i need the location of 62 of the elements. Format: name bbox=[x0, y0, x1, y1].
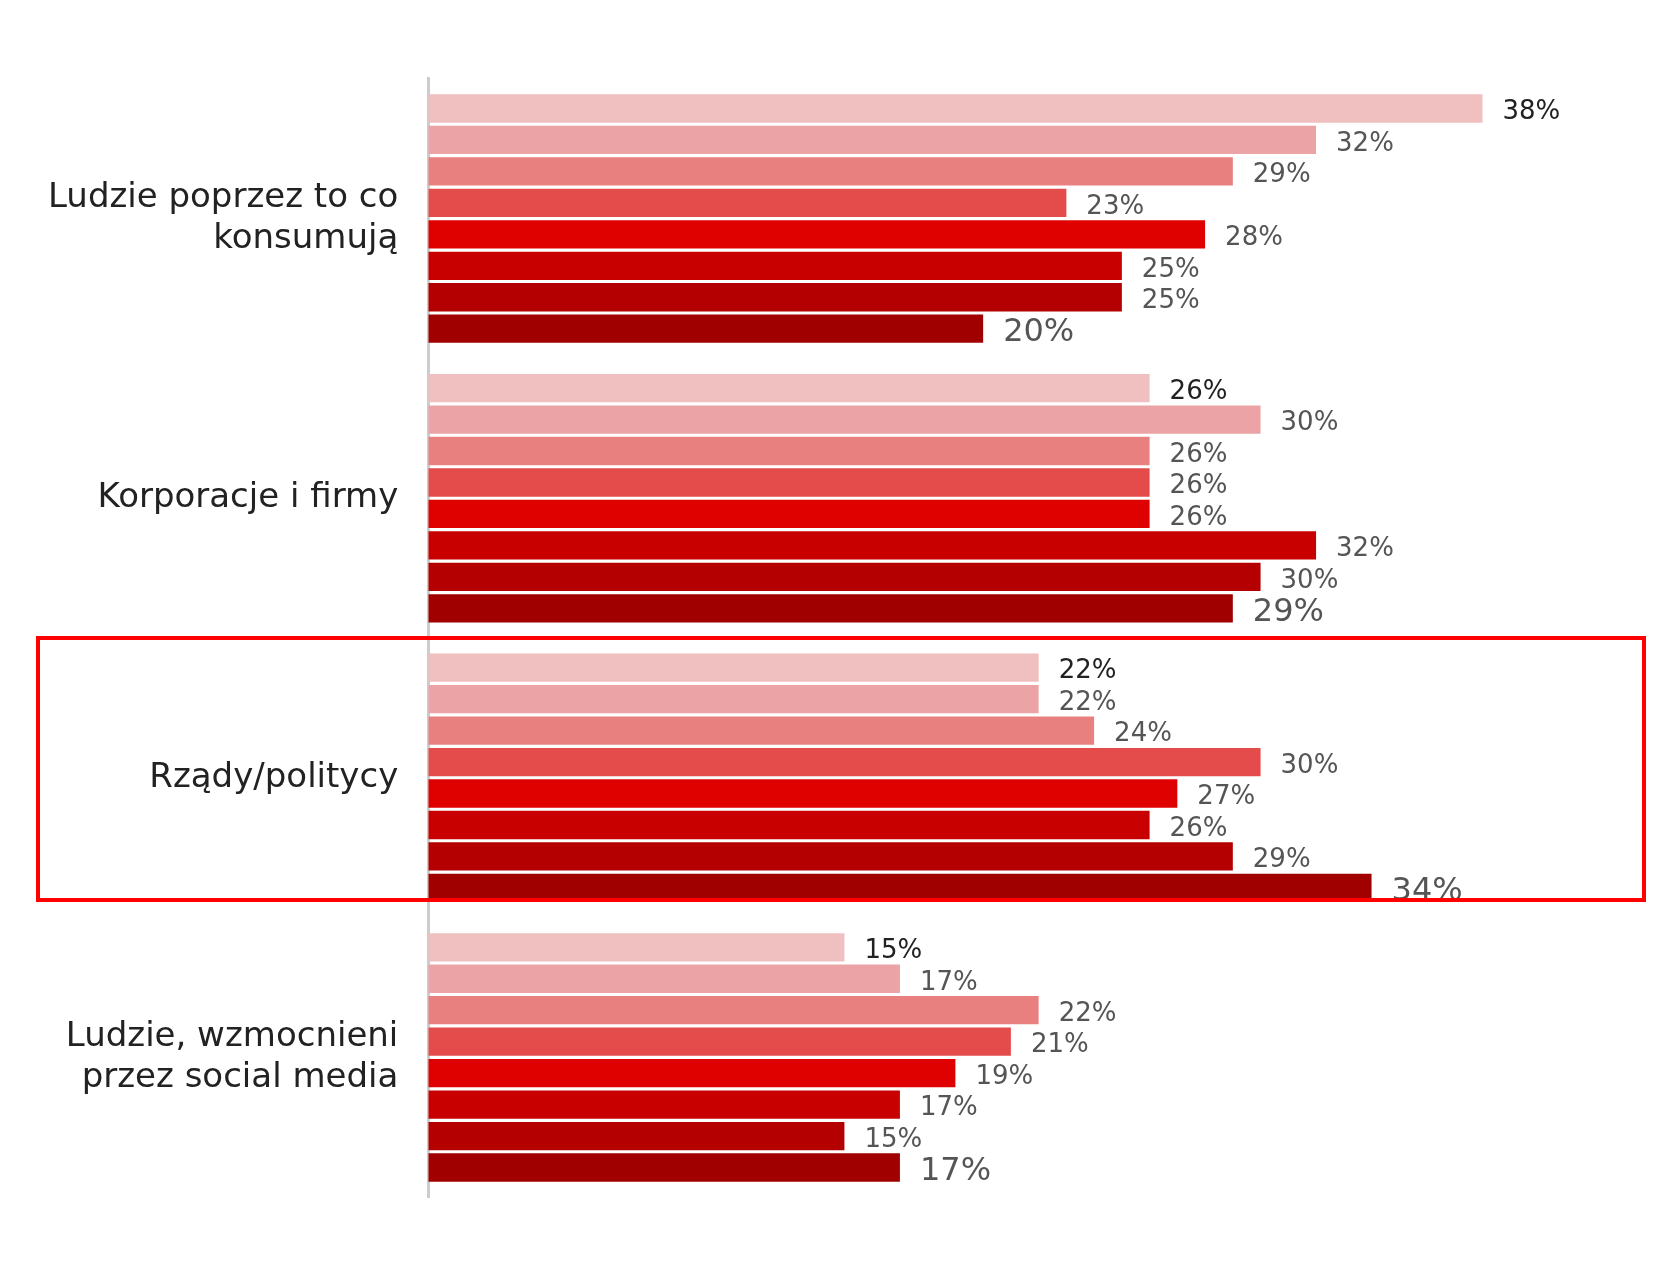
data-label: 21% bbox=[1030, 1028, 1089, 1059]
bar bbox=[428, 842, 1233, 871]
data-label: 30% bbox=[1280, 748, 1339, 779]
bar bbox=[428, 314, 984, 343]
data-label: 26% bbox=[1169, 437, 1228, 468]
data-label: 17% bbox=[919, 1091, 978, 1122]
bar bbox=[428, 188, 1067, 218]
data-label: 26% bbox=[1169, 374, 1228, 405]
bar bbox=[428, 94, 1483, 123]
data-label: 26% bbox=[1169, 811, 1228, 842]
y-tick-label: Ludzie poprzez to co konsumują bbox=[48, 175, 399, 256]
data-label: 26% bbox=[1169, 500, 1228, 531]
bar bbox=[428, 1121, 845, 1151]
bar bbox=[428, 220, 1206, 249]
data-label: 27% bbox=[1197, 780, 1256, 811]
data-label: 22% bbox=[1058, 996, 1117, 1027]
data-label: 20% bbox=[1003, 311, 1075, 350]
bar bbox=[428, 779, 1178, 808]
bar bbox=[428, 996, 1039, 1025]
bar bbox=[428, 251, 1122, 280]
bar bbox=[428, 933, 845, 962]
bar bbox=[428, 468, 1150, 497]
bar bbox=[428, 716, 1095, 745]
bar bbox=[428, 283, 1122, 312]
bar bbox=[428, 1090, 900, 1119]
data-label: 23% bbox=[1086, 189, 1145, 220]
bar bbox=[428, 964, 900, 993]
bar bbox=[428, 405, 1261, 434]
bar bbox=[428, 685, 1039, 714]
data-label: 17% bbox=[919, 965, 978, 996]
data-label: 26% bbox=[1169, 469, 1228, 500]
data-label: 29% bbox=[1252, 843, 1311, 874]
data-label: 25% bbox=[1141, 283, 1200, 314]
bar bbox=[428, 1153, 900, 1182]
bar bbox=[428, 594, 1233, 623]
bar bbox=[428, 747, 1261, 777]
bar bbox=[428, 562, 1261, 591]
bar bbox=[428, 436, 1150, 466]
data-label: 19% bbox=[975, 1059, 1034, 1090]
data-label: 32% bbox=[1336, 126, 1394, 157]
data-label: 28% bbox=[1225, 221, 1283, 252]
data-label: 32% bbox=[1336, 532, 1394, 563]
data-label: 38% bbox=[1502, 95, 1561, 126]
bar bbox=[428, 499, 1150, 529]
bar bbox=[428, 810, 1150, 840]
data-label: 25% bbox=[1141, 252, 1200, 283]
bar bbox=[428, 157, 1233, 186]
data-label: 22% bbox=[1058, 654, 1117, 685]
bar bbox=[428, 373, 1150, 403]
y-tick-label: Ludzie, wzmocnieni przez social media bbox=[65, 1013, 399, 1095]
data-label: 15% bbox=[864, 934, 923, 965]
y-tick-label: Rządy/politycy bbox=[149, 754, 399, 795]
data-label: 22% bbox=[1058, 685, 1117, 716]
data-label: 24% bbox=[1114, 717, 1172, 748]
bar bbox=[428, 531, 1317, 560]
bar bbox=[428, 1058, 956, 1088]
bar bbox=[428, 125, 1317, 155]
y-tick-label: Korporacje i firmy bbox=[97, 475, 399, 516]
bar bbox=[428, 653, 1039, 682]
data-label: 30% bbox=[1280, 406, 1339, 437]
bar bbox=[428, 1027, 1011, 1056]
data-label: 29% bbox=[1252, 158, 1311, 189]
